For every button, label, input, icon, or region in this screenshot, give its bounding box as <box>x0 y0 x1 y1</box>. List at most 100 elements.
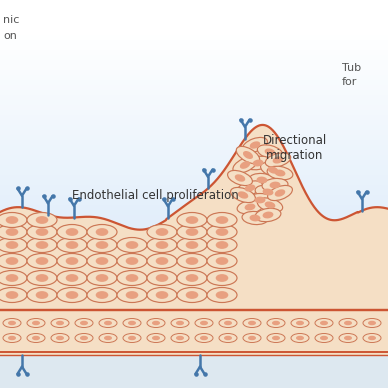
Ellipse shape <box>291 334 309 343</box>
Ellipse shape <box>99 319 117 327</box>
Ellipse shape <box>248 336 256 340</box>
Ellipse shape <box>152 336 160 340</box>
Ellipse shape <box>0 270 27 286</box>
Ellipse shape <box>207 213 237 227</box>
Ellipse shape <box>238 191 248 199</box>
Ellipse shape <box>368 321 376 325</box>
Ellipse shape <box>123 334 141 343</box>
Ellipse shape <box>32 336 40 340</box>
Ellipse shape <box>36 241 48 249</box>
Bar <box>0 105 388 111</box>
Ellipse shape <box>291 319 309 327</box>
Ellipse shape <box>255 208 281 222</box>
Ellipse shape <box>0 213 27 227</box>
Ellipse shape <box>275 170 286 177</box>
Ellipse shape <box>56 321 64 325</box>
Ellipse shape <box>176 321 184 325</box>
Ellipse shape <box>75 319 93 327</box>
Ellipse shape <box>216 291 228 299</box>
Ellipse shape <box>256 177 267 184</box>
Ellipse shape <box>255 197 265 203</box>
Ellipse shape <box>117 270 147 286</box>
Ellipse shape <box>36 257 48 265</box>
Bar <box>0 160 388 166</box>
Ellipse shape <box>219 334 237 343</box>
Ellipse shape <box>147 319 165 327</box>
Bar <box>0 310 388 355</box>
Ellipse shape <box>265 201 275 209</box>
Ellipse shape <box>177 213 207 227</box>
Ellipse shape <box>207 253 237 268</box>
Ellipse shape <box>216 228 228 236</box>
Ellipse shape <box>87 253 117 268</box>
Bar <box>0 190 388 196</box>
Ellipse shape <box>207 288 237 303</box>
Ellipse shape <box>262 178 288 192</box>
Ellipse shape <box>156 241 168 249</box>
Ellipse shape <box>267 334 285 343</box>
Bar <box>0 165 388 171</box>
Bar <box>0 150 388 156</box>
Bar <box>0 65 388 71</box>
Text: on: on <box>3 31 17 41</box>
Ellipse shape <box>245 184 255 192</box>
Ellipse shape <box>273 156 283 164</box>
Bar <box>0 75 388 81</box>
Ellipse shape <box>66 291 78 299</box>
Ellipse shape <box>80 321 88 325</box>
Ellipse shape <box>242 137 267 152</box>
Ellipse shape <box>216 216 228 224</box>
Ellipse shape <box>66 228 78 236</box>
Ellipse shape <box>57 270 87 286</box>
Bar <box>0 130 388 136</box>
Bar <box>0 215 388 221</box>
Ellipse shape <box>57 288 87 303</box>
Ellipse shape <box>57 237 87 253</box>
Ellipse shape <box>240 161 250 169</box>
Bar <box>0 195 388 201</box>
Ellipse shape <box>171 319 189 327</box>
Ellipse shape <box>27 225 57 239</box>
Ellipse shape <box>57 225 87 239</box>
Ellipse shape <box>177 237 207 253</box>
Ellipse shape <box>186 216 198 224</box>
Ellipse shape <box>87 225 117 239</box>
Ellipse shape <box>123 319 141 327</box>
Bar <box>0 210 388 216</box>
Bar <box>0 110 388 116</box>
Ellipse shape <box>344 336 352 340</box>
Ellipse shape <box>128 336 136 340</box>
Ellipse shape <box>176 336 184 340</box>
Ellipse shape <box>147 237 177 253</box>
Ellipse shape <box>104 336 112 340</box>
Ellipse shape <box>6 216 18 224</box>
Bar <box>0 180 388 186</box>
Ellipse shape <box>363 334 381 343</box>
Ellipse shape <box>186 274 198 282</box>
Ellipse shape <box>296 321 304 325</box>
Ellipse shape <box>224 336 232 340</box>
Ellipse shape <box>96 228 108 236</box>
Ellipse shape <box>368 336 376 340</box>
Bar <box>0 200 388 206</box>
Ellipse shape <box>249 173 275 187</box>
Ellipse shape <box>51 319 69 327</box>
Ellipse shape <box>156 257 168 265</box>
Ellipse shape <box>219 319 237 327</box>
Ellipse shape <box>147 225 177 239</box>
Ellipse shape <box>6 274 18 282</box>
Ellipse shape <box>339 319 357 327</box>
Ellipse shape <box>320 336 328 340</box>
Ellipse shape <box>195 334 213 343</box>
Ellipse shape <box>243 319 261 327</box>
Ellipse shape <box>0 225 27 239</box>
Ellipse shape <box>207 237 237 253</box>
Bar <box>0 155 388 161</box>
Ellipse shape <box>344 321 352 325</box>
Bar <box>0 90 388 96</box>
Ellipse shape <box>216 241 228 249</box>
Ellipse shape <box>249 215 260 222</box>
Bar <box>0 125 388 131</box>
Ellipse shape <box>320 321 328 325</box>
Text: nic: nic <box>3 15 19 25</box>
